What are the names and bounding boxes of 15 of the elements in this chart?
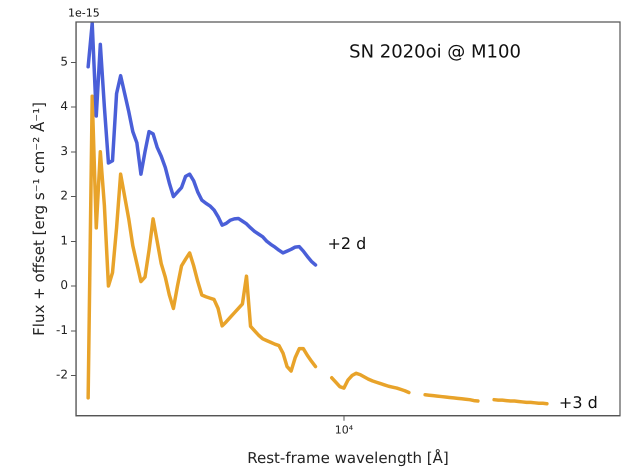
y-axis-title: Flux + offset [erg s⁻¹ cm⁻² Å⁻¹] [30, 102, 48, 336]
x-tick-label: 10⁴ [334, 423, 354, 436]
text: 1e-15 [68, 6, 100, 20]
y-tick-label: 0 [60, 278, 68, 292]
series-label: +2 d [328, 234, 366, 254]
y-tick-label: 1 [60, 233, 68, 248]
y-tick-label: -2 [56, 368, 68, 382]
y-tick-label: 4 [60, 99, 68, 114]
y-tick-label: -1 [56, 322, 68, 337]
y-tick-label: 3 [60, 144, 68, 158]
text: SN 2020oi @ M100 [349, 42, 521, 63]
series-label: +3 d [558, 392, 598, 412]
y-tick-label: 2 [60, 188, 68, 203]
y-tick-label: 5 [60, 54, 68, 68]
x-axis-title: Rest-frame wavelength [Å] [247, 448, 449, 467]
